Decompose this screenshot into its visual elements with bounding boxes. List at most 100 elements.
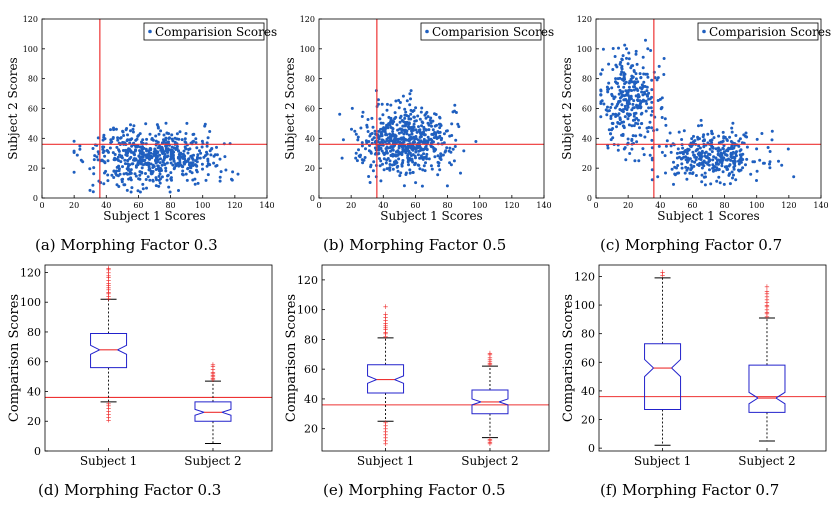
y-tick-label: 0 (588, 442, 595, 455)
data-point (642, 72, 646, 76)
data-point (189, 166, 193, 170)
data-point (766, 146, 770, 149)
data-point (635, 87, 639, 91)
data-point (621, 134, 625, 137)
data-point (409, 108, 413, 112)
data-point (116, 136, 120, 140)
data-point (169, 151, 173, 155)
y-tick-label: 40 (27, 385, 41, 398)
data-point (418, 135, 422, 139)
data-point (744, 131, 748, 135)
data-point (178, 160, 182, 164)
data-point (637, 159, 641, 163)
data-point (140, 140, 143, 144)
data-point (629, 77, 633, 81)
data-point (414, 137, 418, 141)
data-point (378, 117, 382, 121)
data-point (181, 169, 185, 173)
data-point (738, 149, 742, 153)
data-point (175, 132, 179, 136)
data-point (609, 132, 613, 136)
outlier-marker: + (106, 407, 112, 415)
data-point (400, 130, 404, 134)
data-point (442, 132, 446, 136)
data-point (385, 167, 389, 171)
x-tick-label: 120 (781, 201, 796, 210)
data-point (639, 76, 643, 80)
data-point (438, 134, 442, 138)
data-point (644, 38, 647, 42)
data-point (357, 148, 360, 152)
data-point (646, 47, 650, 51)
data-point (606, 105, 609, 109)
data-point (438, 130, 442, 134)
data-point (634, 77, 638, 81)
data-point (429, 121, 433, 125)
data-point (385, 149, 389, 153)
data-point (423, 133, 427, 137)
data-point (137, 154, 141, 158)
data-point (706, 141, 710, 145)
data-point (205, 152, 209, 156)
data-point (398, 140, 402, 144)
data-point (417, 163, 421, 167)
data-point (388, 146, 392, 150)
x-tick-label: 140 (536, 201, 551, 210)
data-point (624, 158, 628, 162)
data-point (136, 134, 140, 138)
data-point (454, 138, 458, 142)
data-point (732, 173, 735, 177)
data-point (618, 117, 622, 121)
data-point (706, 132, 710, 136)
data-point (622, 71, 626, 75)
data-point (613, 106, 617, 110)
data-point (386, 136, 390, 140)
y-tick-label: 20 (304, 423, 318, 436)
data-point (103, 154, 107, 158)
data-point (132, 124, 136, 128)
outlier-marker: + (764, 313, 770, 321)
data-point (184, 159, 187, 163)
data-point (630, 89, 634, 92)
data-point (93, 154, 97, 158)
data-point (127, 167, 130, 171)
data-point (408, 92, 412, 96)
data-point (424, 147, 428, 151)
data-point (170, 133, 174, 137)
data-point (431, 128, 435, 132)
data-point (700, 166, 704, 170)
data-point (155, 154, 159, 158)
outlier-marker: + (764, 293, 770, 301)
data-point (403, 113, 407, 117)
data-point (158, 181, 162, 185)
outlier-marker: + (383, 325, 389, 333)
data-point (137, 177, 141, 181)
data-point (456, 122, 460, 126)
data-point (398, 151, 401, 155)
data-point (691, 172, 694, 176)
data-point (401, 124, 405, 128)
legend-box (143, 22, 265, 41)
data-point (402, 120, 406, 124)
data-point (739, 168, 743, 172)
data-point (112, 176, 116, 179)
data-point (212, 154, 216, 158)
data-point (398, 120, 402, 124)
data-point (737, 159, 740, 163)
data-point (734, 134, 738, 137)
data-point (96, 158, 100, 162)
data-point (715, 179, 719, 183)
data-point (734, 178, 738, 182)
data-point (157, 174, 161, 178)
data-point (710, 132, 714, 136)
data-point (389, 126, 393, 129)
outlier-marker: + (487, 437, 493, 445)
data-point (106, 159, 110, 163)
y-axis-label: Subject 2 Scores (560, 57, 574, 159)
data-point (676, 147, 680, 151)
data-point (397, 157, 401, 161)
data-point (731, 146, 735, 150)
data-point (102, 145, 106, 149)
data-point (224, 168, 228, 172)
data-point (147, 151, 151, 155)
